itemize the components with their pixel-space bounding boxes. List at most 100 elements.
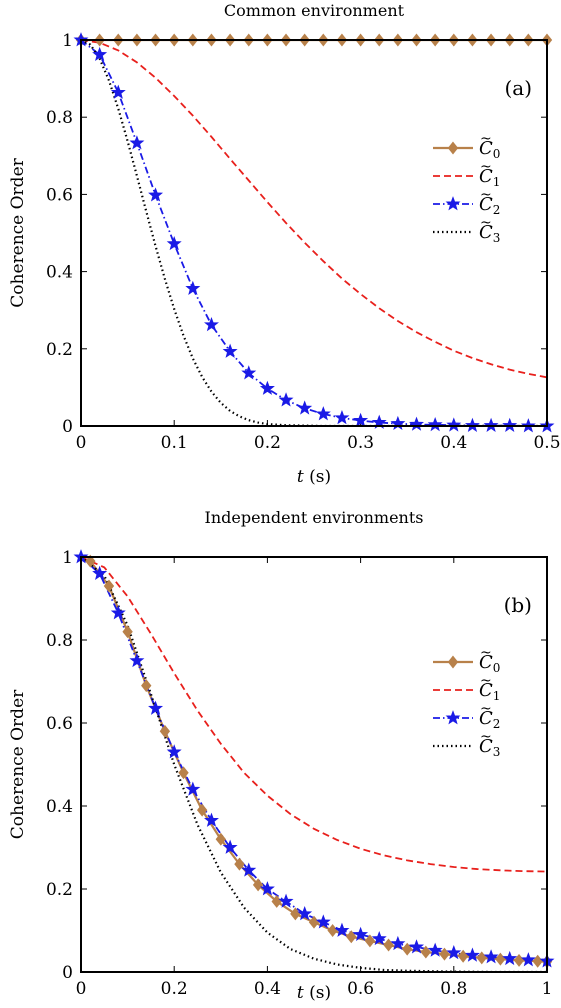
panel-label: (a) bbox=[504, 76, 532, 100]
plot-area bbox=[81, 40, 547, 426]
data-point-C2 bbox=[241, 862, 257, 877]
x-tick-label: 0.2 bbox=[161, 979, 188, 999]
legend-label-C1: C1 bbox=[479, 680, 500, 703]
y-tick-label: 0.2 bbox=[46, 880, 73, 900]
data-point-C0 bbox=[513, 953, 525, 967]
plot-area bbox=[81, 557, 547, 972]
data-point-C2 bbox=[129, 135, 145, 150]
data-point-C2 bbox=[222, 343, 238, 358]
data-point-C2 bbox=[446, 945, 462, 960]
data-point-C2 bbox=[371, 930, 387, 946]
data-point-C2 bbox=[166, 744, 182, 759]
legend: C0~C1~C2~C3~ bbox=[433, 645, 500, 759]
y-tick-label: 0.6 bbox=[46, 714, 73, 734]
data-point-C2 bbox=[353, 926, 369, 942]
legend-marker-C0 bbox=[447, 141, 459, 155]
legend-tilde-C3: ~ bbox=[480, 729, 492, 745]
data-point-C2 bbox=[315, 914, 331, 929]
data-point-C2 bbox=[259, 380, 275, 395]
legend-marker-C0 bbox=[447, 655, 459, 669]
data-point-C2 bbox=[427, 416, 443, 432]
legend-tilde-C0: ~ bbox=[480, 645, 492, 661]
plot-frame bbox=[80, 39, 548, 427]
y-tick-label: 0.2 bbox=[46, 340, 73, 360]
data-point-C2 bbox=[129, 652, 145, 668]
y-tick-label: 0.4 bbox=[46, 797, 73, 817]
data-point-C2 bbox=[148, 187, 164, 202]
legend-tilde-C0: ~ bbox=[480, 131, 492, 147]
data-point-C2 bbox=[148, 700, 164, 715]
data-point-C2 bbox=[502, 950, 518, 966]
data-point-C0 bbox=[103, 579, 115, 593]
series-line-C0 bbox=[89, 560, 547, 963]
data-point-C0 bbox=[308, 915, 320, 929]
legend-marker-C2 bbox=[445, 196, 461, 211]
x-tick-label: 0 bbox=[76, 979, 87, 999]
x-axis-label: t (s) bbox=[297, 983, 331, 1003]
panel-label: (b) bbox=[504, 593, 532, 617]
y-tick-label: 0.6 bbox=[46, 185, 73, 205]
y-tick-label: 0.8 bbox=[46, 631, 73, 651]
data-point-C2 bbox=[427, 942, 443, 957]
data-point-C2 bbox=[222, 839, 238, 854]
legend-label-C0: C0 bbox=[479, 652, 500, 675]
data-point-C2 bbox=[464, 947, 480, 962]
series-line-C2 bbox=[81, 40, 547, 426]
data-point-C2 bbox=[409, 416, 424, 431]
series-line-C1 bbox=[81, 557, 547, 873]
data-point-C2 bbox=[334, 410, 350, 425]
legend-label-C0: C0 bbox=[479, 138, 500, 161]
data-point-C2 bbox=[166, 235, 182, 251]
data-point-C2 bbox=[334, 922, 350, 937]
x-tick-label: 0.3 bbox=[347, 433, 374, 453]
data-point-C2 bbox=[204, 812, 219, 827]
data-point-C0 bbox=[439, 947, 450, 961]
chart-title: Common environment bbox=[224, 1, 405, 20]
data-point-C2 bbox=[390, 415, 406, 431]
data-point-C0 bbox=[141, 679, 152, 693]
legend-tilde-C3: ~ bbox=[480, 215, 492, 231]
data-point-C0 bbox=[532, 954, 543, 968]
data-point-C2 bbox=[204, 317, 219, 332]
y-axis-label: Coherence Order bbox=[8, 157, 28, 307]
data-point-C0 bbox=[346, 930, 357, 944]
data-point-C2 bbox=[353, 412, 369, 427]
data-point-C2 bbox=[502, 417, 518, 432]
x-tick-label: 1 bbox=[542, 979, 553, 999]
data-point-C0 bbox=[234, 857, 245, 871]
chart-panel-a: Common environment 0 0.1 0.2 0.3 0.4 0.5 0 0.2 0.… bbox=[8, 1, 561, 487]
data-point-C0 bbox=[420, 945, 432, 959]
series-line-C3 bbox=[81, 557, 547, 972]
legend-label-C2: C2 bbox=[479, 194, 500, 217]
series-line-C2 bbox=[81, 557, 547, 963]
chart-panel-b: Independent environments 0 0.2 0.4 0.6 0.8 1 0 0… bbox=[8, 508, 555, 1003]
data-point-C2 bbox=[110, 84, 126, 99]
data-point-C0 bbox=[383, 938, 394, 952]
y-tick-label: 0.4 bbox=[46, 263, 73, 283]
data-point-C2 bbox=[92, 565, 108, 580]
x-tick-label: 0.5 bbox=[533, 433, 560, 453]
y-tick-label: 1 bbox=[62, 548, 73, 568]
data-point-C0 bbox=[327, 924, 338, 937]
x-tick-label: 0.4 bbox=[440, 433, 467, 453]
data-point-C2 bbox=[92, 46, 108, 62]
legend-label-C2: C2 bbox=[479, 708, 500, 731]
data-point-C0 bbox=[215, 832, 226, 846]
plot-frame bbox=[80, 556, 548, 973]
y-tick-label: 0 bbox=[62, 417, 73, 437]
legend-tilde-C2: ~ bbox=[480, 187, 492, 203]
data-point-C0 bbox=[402, 942, 413, 956]
data-point-C0 bbox=[196, 803, 208, 817]
data-point-C0 bbox=[364, 934, 376, 948]
data-point-C2 bbox=[315, 406, 331, 421]
data-point-C0 bbox=[178, 766, 189, 780]
x-tick-label: 0.4 bbox=[254, 979, 281, 999]
data-point-C2 bbox=[259, 881, 275, 896]
series-line-C1 bbox=[81, 40, 547, 379]
legend: C0~C1~C2~C3~ bbox=[433, 131, 500, 245]
legend-label-C3: C3 bbox=[479, 736, 500, 759]
x-axis-label: t (s) bbox=[297, 467, 331, 487]
chart-title: Independent environments bbox=[205, 508, 424, 527]
x-tick-label: 0.6 bbox=[347, 979, 374, 999]
x-tick-label: 0.1 bbox=[161, 433, 188, 453]
